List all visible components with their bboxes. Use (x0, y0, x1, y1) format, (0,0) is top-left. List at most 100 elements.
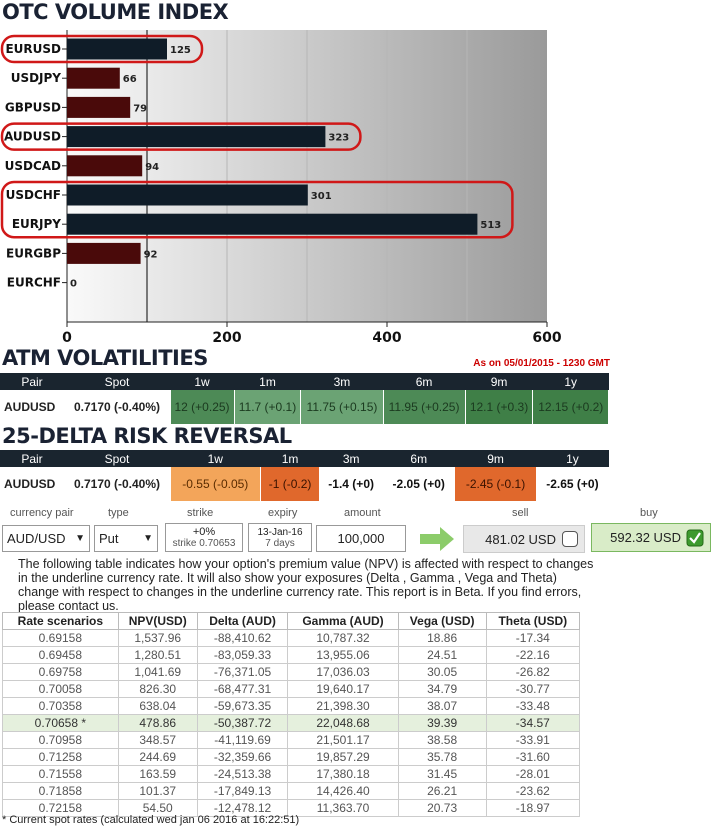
scenario-cell: 54.50 (117, 799, 198, 817)
label-sell: sell (512, 507, 529, 519)
strike-value: strike 0.70653 (172, 537, 236, 549)
scenario-cell: -34.57 (485, 714, 581, 732)
highlight-outline (0, 34, 204, 64)
scenario-cell: 0.69758 (2, 663, 119, 681)
table-header-row: Pair Spot 1w 1m 3m 6m 9m 1y (0, 450, 609, 467)
header-cell: 3m (300, 373, 383, 390)
table-row: 0.72158 54.50 -12,478.12 11,363.70 20.73 -18.… (2, 799, 581, 817)
bar (67, 213, 478, 235)
header-cell: Spot (64, 373, 170, 390)
scenario-cell: 0.71558 (2, 765, 119, 783)
label-currency-pair: currency pair (10, 507, 74, 519)
amount-input[interactable]: 100,000 (316, 525, 406, 552)
scenario-cell: 1,041.69 (117, 663, 198, 681)
scenario-cell: 38.58 (397, 731, 487, 749)
scenario-cell: 0.70058 (2, 680, 119, 698)
scenario-cell: 10,787.32 (287, 629, 399, 647)
scenario-cell: 1,280.51 (117, 646, 198, 664)
rr-cell: -2.05 (+0) (382, 467, 456, 501)
table-row: 0.70058 826.30 -68,477.31 19,640.17 34.79 -30… (2, 680, 581, 698)
scenario-cell: 0.70658 * (2, 714, 119, 732)
data-label: 513 (480, 220, 501, 231)
scenario-cell: -41,119.69 (196, 731, 289, 749)
header-cell: 1y (536, 450, 609, 467)
pair-cell: AUDUSD (0, 467, 65, 501)
table-row: AUDUSD 0.7170 (-0.40%) -0.55 (-0.05) -1 … (0, 467, 610, 501)
label-strike: strike (187, 507, 214, 519)
scenario-cell: 18.86 (397, 629, 487, 647)
scenario-cell: 348.57 (117, 731, 198, 749)
table-header-row: Pair Spot 1w 1m 3m 6m 9m 1y (0, 373, 609, 390)
header-cell: Theta (USD) (485, 612, 581, 630)
strike-input[interactable]: +0% strike 0.70653 (165, 523, 243, 552)
header-cell: 1m (260, 450, 320, 467)
category-label: AUDUSD (4, 130, 61, 144)
vol-cell: 11.7 (+0.1) (234, 390, 302, 424)
header-cell: Gamma (AUD) (287, 612, 399, 630)
sell-button[interactable]: 481.02 USD (463, 525, 585, 553)
currency-pair-select[interactable]: AUD/USD ▼ (2, 525, 90, 552)
vol-cell: 12 (+0.25) (170, 390, 235, 424)
data-label: 0 (70, 279, 77, 290)
highlight-outline (0, 180, 514, 239)
scenario-cell: -68,477.31 (196, 680, 289, 698)
spot-cell: 0.7170 (-0.40%) (64, 390, 171, 424)
category-label: USDJPY (11, 71, 62, 85)
scenario-cell: 0.70958 (2, 731, 119, 749)
table-row: 0.70658 * 478.86 -50,387.72 22,048.68 39.39-… (2, 714, 581, 732)
scenario-cell: 478.86 (117, 714, 198, 732)
buy-button[interactable]: 592.32 USD (591, 523, 711, 552)
table-header-row: Rate scenarios NPV(USD) Delta (AUD) Gamm… (2, 612, 581, 630)
type-select[interactable]: Put ▼ (94, 525, 158, 552)
bar (67, 242, 141, 264)
table-row: 0.70958 348.57 -41,119.69 21,501.17 38.58 -33… (2, 731, 581, 749)
scenario-cell: -31.60 (485, 748, 581, 766)
scenario-cell: -76,371.05 (196, 663, 289, 681)
expiry-input[interactable]: 13-Jan-16 7 days (248, 523, 312, 552)
spot-cell: 0.7170 (-0.40%) (64, 467, 171, 501)
vol-cell: 11.75 (+0.15) (300, 390, 384, 424)
table-row: 0.69458 1,280.51 -83,059.33 13,955.06 24.51-… (2, 646, 581, 664)
scenario-cell: 35.78 (397, 748, 487, 766)
category-label: USDCHF (6, 188, 61, 202)
scenario-cell: 0.69458 (2, 646, 119, 664)
pair-cell: AUDUSD (0, 390, 65, 424)
label-amount: amount (344, 507, 381, 519)
scenario-cell: -30.77 (485, 680, 581, 698)
type-value: Put (99, 531, 119, 546)
expiry-date: 13-Jan-16 (257, 526, 303, 538)
bar (67, 184, 308, 206)
header-cell: 6m (383, 373, 466, 390)
scenario-cell: 26.21 (397, 782, 487, 800)
otc-volume-title: OTC VOLUME INDEX (2, 0, 229, 24)
label-buy: buy (640, 507, 658, 519)
scenario-cell: -22.16 (485, 646, 581, 664)
scenario-cell: 163.59 (117, 765, 198, 783)
rr-cell: -1.4 (+0) (319, 467, 384, 501)
otc-volume-chart: EURUSD 125 USDJPY 66 GBPUSD 79 AUDUSD 323 USDCAD… (0, 30, 562, 346)
x-tick-label: 0 (62, 330, 72, 346)
scenario-cell: 638.04 (117, 697, 198, 715)
x-tick-label: 400 (372, 330, 401, 346)
scenario-cell: 1,537.96 (117, 629, 198, 647)
scenario-cell: 14,426.40 (287, 782, 399, 800)
table-row: AUDUSD 0.7170 (-0.40%) 12 (+0.25) 11.7 (… (0, 390, 609, 424)
vol-cell: 11.95 (+0.25) (383, 390, 466, 424)
category-label: USDCAD (5, 159, 61, 173)
label-type: type (108, 507, 129, 519)
scenario-cell: 101.37 (117, 782, 198, 800)
header-cell: 9m (465, 373, 533, 390)
header-cell: Pair (0, 373, 64, 390)
scenario-cell: -32,359.66 (196, 748, 289, 766)
vol-cell: 12.15 (+0.2) (532, 390, 609, 424)
scenario-cell: 30.05 (397, 663, 487, 681)
scenario-cell: 0.70358 (2, 697, 119, 715)
table-row: 0.71858 101.37 -17,849.13 14,426.40 26.21 -23… (2, 782, 581, 800)
header-cell: 1w (170, 373, 235, 390)
scenario-cell: 826.30 (117, 680, 198, 698)
rr-cell: -0.55 (-0.05) (170, 467, 262, 501)
label-expiry: expiry (268, 507, 298, 519)
data-label: 79 (133, 103, 147, 114)
scenario-cell: 31.45 (397, 765, 487, 783)
scenario-cell: 17,380.18 (287, 765, 399, 783)
